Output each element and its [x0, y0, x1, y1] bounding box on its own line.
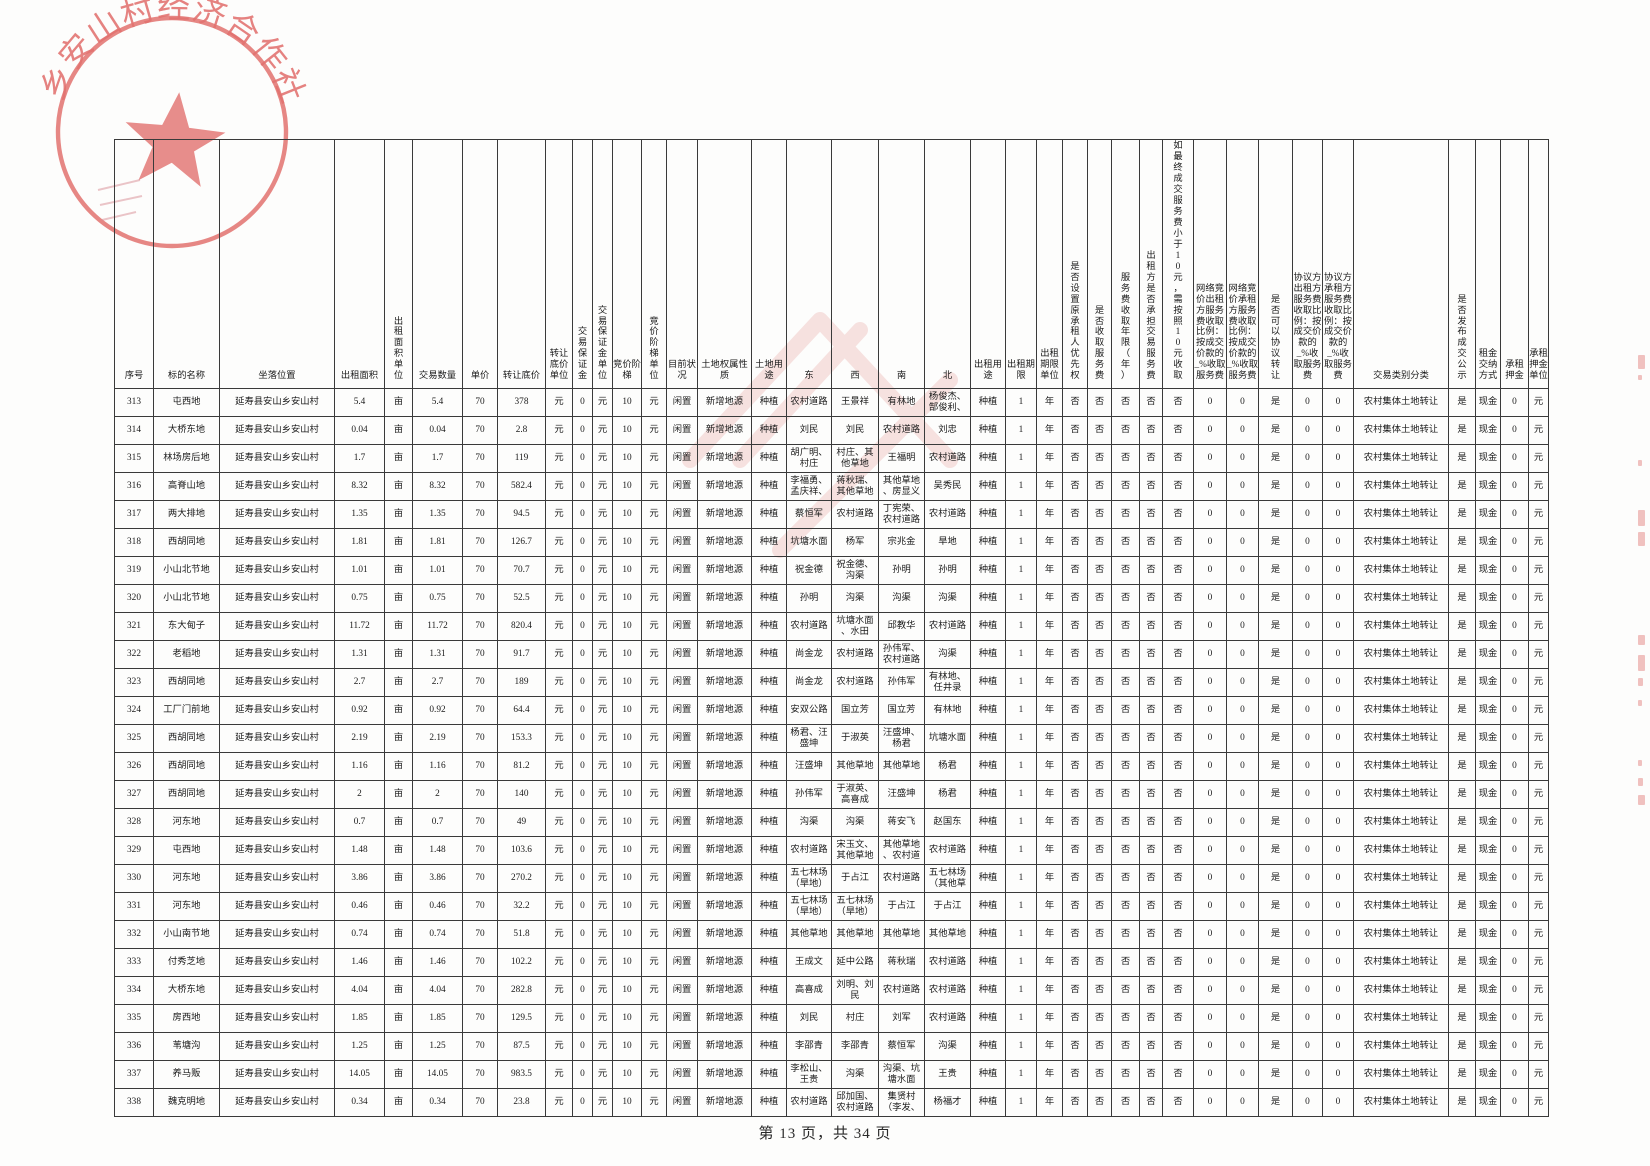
svg-text:乡安山村经济合作社: 乡安山村经济合作社	[33, 0, 312, 108]
